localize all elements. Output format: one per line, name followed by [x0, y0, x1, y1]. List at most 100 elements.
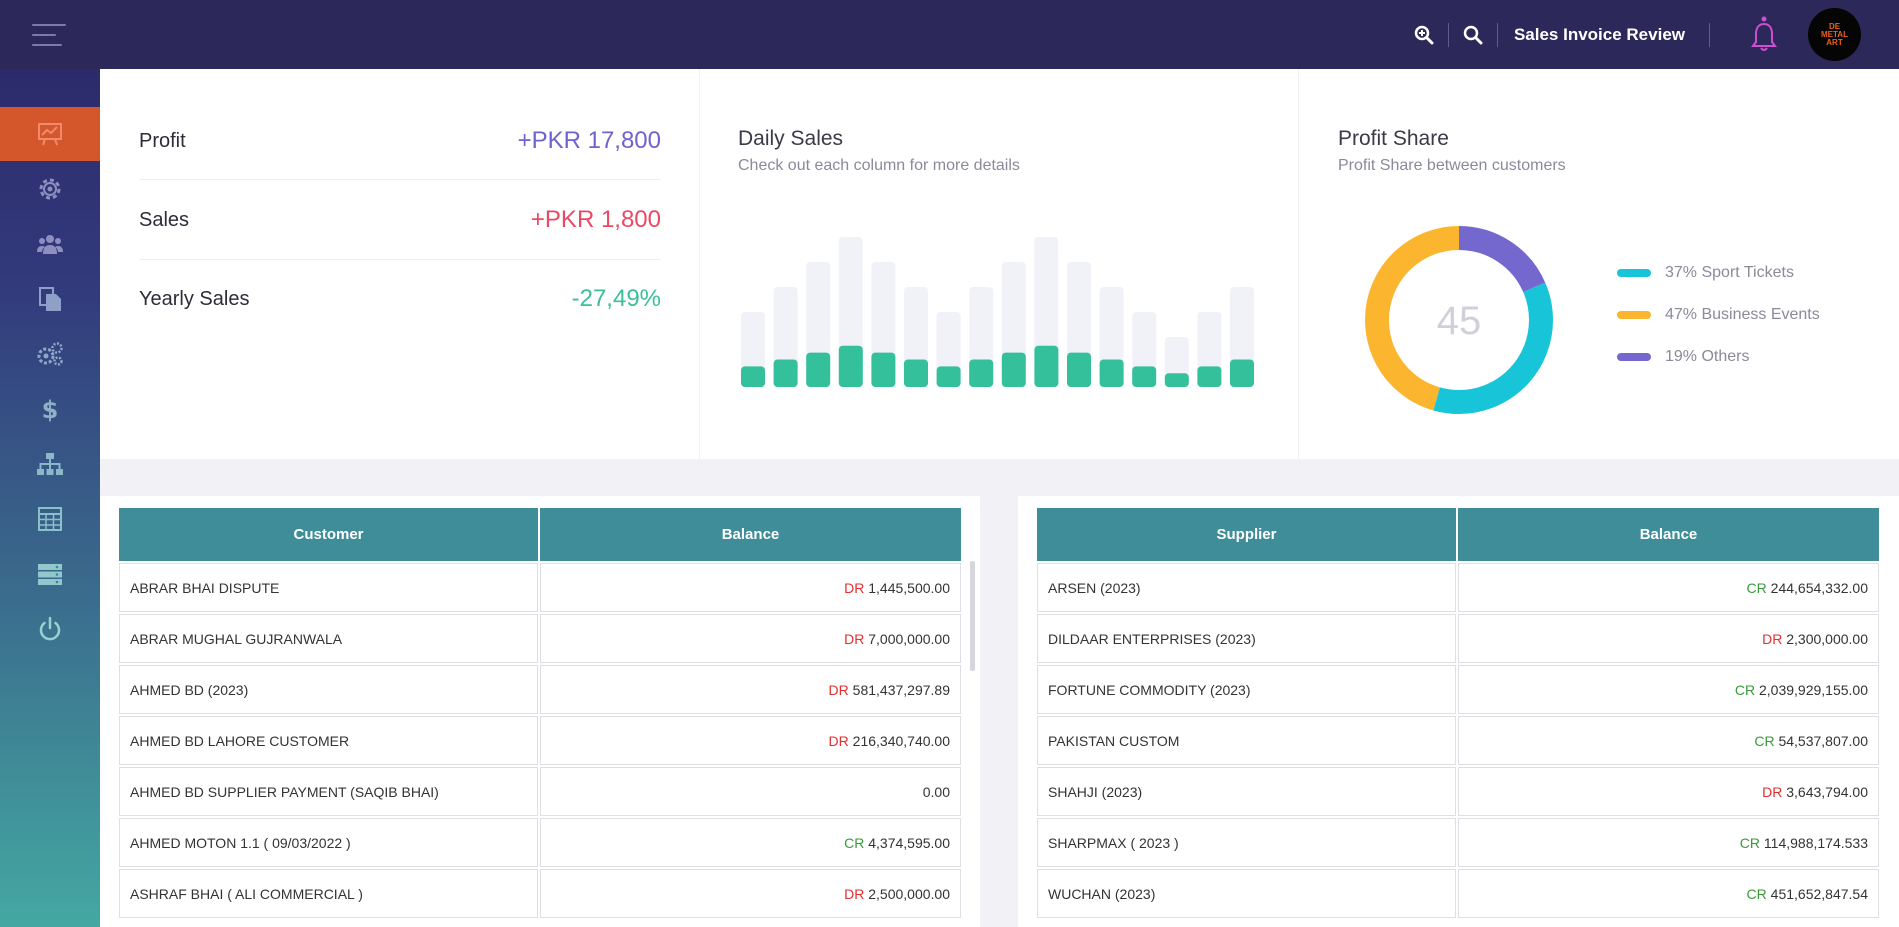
bar[interactable] [969, 359, 994, 388]
donut-center-value: 45 [1437, 299, 1482, 343]
divider [1709, 22, 1710, 47]
table-row[interactable]: WUCHAN (2023) CR 451,652,847.54 [1037, 869, 1879, 918]
balance-cell: CR 244,654,332.00 [1458, 563, 1879, 612]
table-row[interactable]: AHMED BD LAHORE CUSTOMER DR 216,340,740.0… [119, 716, 961, 765]
avatar-logo-text: DE METAL ART [1821, 21, 1848, 47]
name-cell: SHARPMAX ( 2023 ) [1037, 818, 1456, 867]
bell-icon[interactable] [1750, 16, 1778, 51]
suppliers-card: Supplier Balance ARSEN (2023) CR 244,654,… [1018, 496, 1899, 927]
balance-type: DR [844, 885, 865, 902]
bar[interactable] [1067, 352, 1091, 387]
balance-type: DR [844, 579, 865, 596]
table-row[interactable]: AHMED BD SUPPLIER PAYMENT (SAQIB BHAI) 0.… [119, 767, 961, 816]
name-cell: ARSEN (2023) [1037, 563, 1456, 612]
bar[interactable] [1230, 359, 1254, 388]
name-cell: ASHRAF BHAI ( ALI COMMERCIAL ) [119, 869, 538, 918]
sidebar-item-users[interactable] [0, 217, 100, 271]
table-row[interactable]: AHMED MOTON 1.1 ( 09/03/2022 ) CR 4,374,5… [119, 818, 961, 867]
zoom-in-icon[interactable] [1410, 21, 1438, 49]
users-icon [37, 235, 63, 254]
sidebar-item-dashboard[interactable] [0, 107, 100, 161]
column-header-customer[interactable]: Customer [119, 508, 538, 561]
table-row[interactable]: SHARPMAX ( 2023 ) CR 114,988,174.533 [1037, 818, 1879, 867]
customers-table: Customer Balance ABRAR BHAI DISPUTE DR 1,… [117, 506, 963, 920]
stat-label: Profit [139, 129, 186, 152]
table-row[interactable]: PAKISTAN CUSTOM CR 54,537,807.00 [1037, 716, 1879, 765]
name-cell: WUCHAN (2023) [1037, 869, 1456, 918]
name-cell: PAKISTAN CUSTOM [1037, 716, 1456, 765]
card-title: Profit Share [1338, 127, 1449, 150]
balance-cell: CR 114,988,174.533 [1458, 818, 1879, 867]
legend-item: 19% Others [1617, 348, 1749, 366]
bar[interactable] [741, 366, 765, 387]
balance-cell: CR 4,374,595.00 [540, 818, 961, 867]
balance-amount: 0.00 [922, 783, 950, 800]
sidebar-item-logout[interactable] [0, 602, 100, 656]
bar[interactable] [1164, 373, 1189, 387]
donut-slice[interactable] [1365, 226, 1553, 414]
bar[interactable] [1001, 352, 1026, 387]
table-row[interactable]: SHAHJI (2023) DR 3,643,794.00 [1037, 767, 1879, 816]
table-row[interactable]: ABRAR MUGHAL GUJRANWALA DR 7,000,000.00 [119, 614, 961, 663]
balance-amount: 3,643,794.00 [1786, 783, 1868, 800]
gear-icon [39, 178, 61, 200]
table-row[interactable]: FORTUNE COMMODITY (2023) CR 2,039,929,155… [1037, 665, 1879, 714]
balance-cell: DR 7,000,000.00 [540, 614, 961, 663]
balance-type: DR [844, 630, 865, 647]
bar[interactable] [1099, 359, 1124, 388]
page-title[interactable]: Sales Invoice Review [1513, 24, 1685, 44]
balance-type: CR [1734, 681, 1756, 698]
name-cell: SHAHJI (2023) [1037, 767, 1456, 816]
bar[interactable] [1034, 345, 1059, 387]
gears-icon [37, 342, 63, 366]
column-header-balance[interactable]: Balance [1458, 508, 1879, 561]
balance-amount: 114,988,174.533 [1763, 834, 1868, 851]
table-row[interactable]: ARSEN (2023) CR 244,654,332.00 [1037, 563, 1879, 612]
calculator-icon [38, 507, 62, 531]
balance-cell: 0.00 [540, 767, 961, 816]
table-row[interactable]: AHMED BD (2023) DR 581,437,297.89 [119, 665, 961, 714]
sidebar-item-hierarchy[interactable] [0, 437, 100, 491]
sidebar-item-finance[interactable]: $ [0, 382, 100, 436]
bar[interactable] [838, 345, 863, 387]
table-row[interactable]: ABRAR BHAI DISPUTE DR 1,445,500.00 [119, 563, 961, 612]
legend-label: 19% Others [1665, 348, 1750, 365]
search-icon[interactable] [1459, 21, 1487, 49]
documents-icon [39, 287, 61, 311]
daily-sales-card: Daily Sales Check out each column for mo… [700, 69, 1298, 459]
balance-type: CR [844, 834, 865, 851]
bar[interactable] [1197, 366, 1222, 387]
stat-value: -27,49% [571, 285, 661, 312]
legend-swatch [1617, 269, 1651, 277]
bar[interactable] [806, 352, 831, 387]
bar[interactable] [871, 352, 896, 387]
balance-amount: 2,500,000.00 [868, 885, 950, 902]
sidebar-item-servers[interactable] [0, 547, 100, 601]
sidebar-item-documents[interactable] [0, 272, 100, 326]
name-cell: FORTUNE COMMODITY (2023) [1037, 665, 1456, 714]
table-row[interactable]: ASHRAF BHAI ( ALI COMMERCIAL ) DR 2,500,0… [119, 869, 961, 918]
top-bar: Sales Invoice Review DE METAL ART [0, 0, 1899, 69]
sidebar-item-calculator[interactable] [0, 492, 100, 546]
avatar[interactable]: DE METAL ART [1808, 8, 1861, 61]
balance-amount: 244,654,332.00 [1770, 579, 1868, 596]
bar[interactable] [936, 366, 961, 387]
bar[interactable] [1132, 366, 1157, 387]
sidebar-item-settings[interactable] [0, 162, 100, 216]
balance-cell: DR 3,643,794.00 [1458, 767, 1879, 816]
power-icon [39, 616, 61, 641]
donut-slice[interactable] [1365, 226, 1553, 414]
presentation-chart-icon [38, 123, 62, 146]
table-row[interactable]: DILDAAR ENTERPRISES (2023) DR 2,300,000.0… [1037, 614, 1879, 663]
top-actions: Sales Invoice Review DE METAL ART [1410, 0, 1861, 69]
stat-sales: Sales +PKR 1,800 [139, 206, 661, 234]
column-header-supplier[interactable]: Supplier [1037, 508, 1456, 561]
scrollbar-thumb[interactable] [970, 561, 975, 671]
menu-toggle-icon[interactable] [32, 24, 66, 46]
customers-card: Customer Balance ABRAR BHAI DISPUTE DR 1,… [100, 496, 980, 927]
column-header-balance[interactable]: Balance [540, 508, 961, 561]
balance-amount: 2,039,929,155.00 [1759, 681, 1868, 698]
bar[interactable] [773, 359, 798, 388]
sidebar-item-configuration[interactable] [0, 327, 100, 381]
bar[interactable] [904, 359, 928, 388]
